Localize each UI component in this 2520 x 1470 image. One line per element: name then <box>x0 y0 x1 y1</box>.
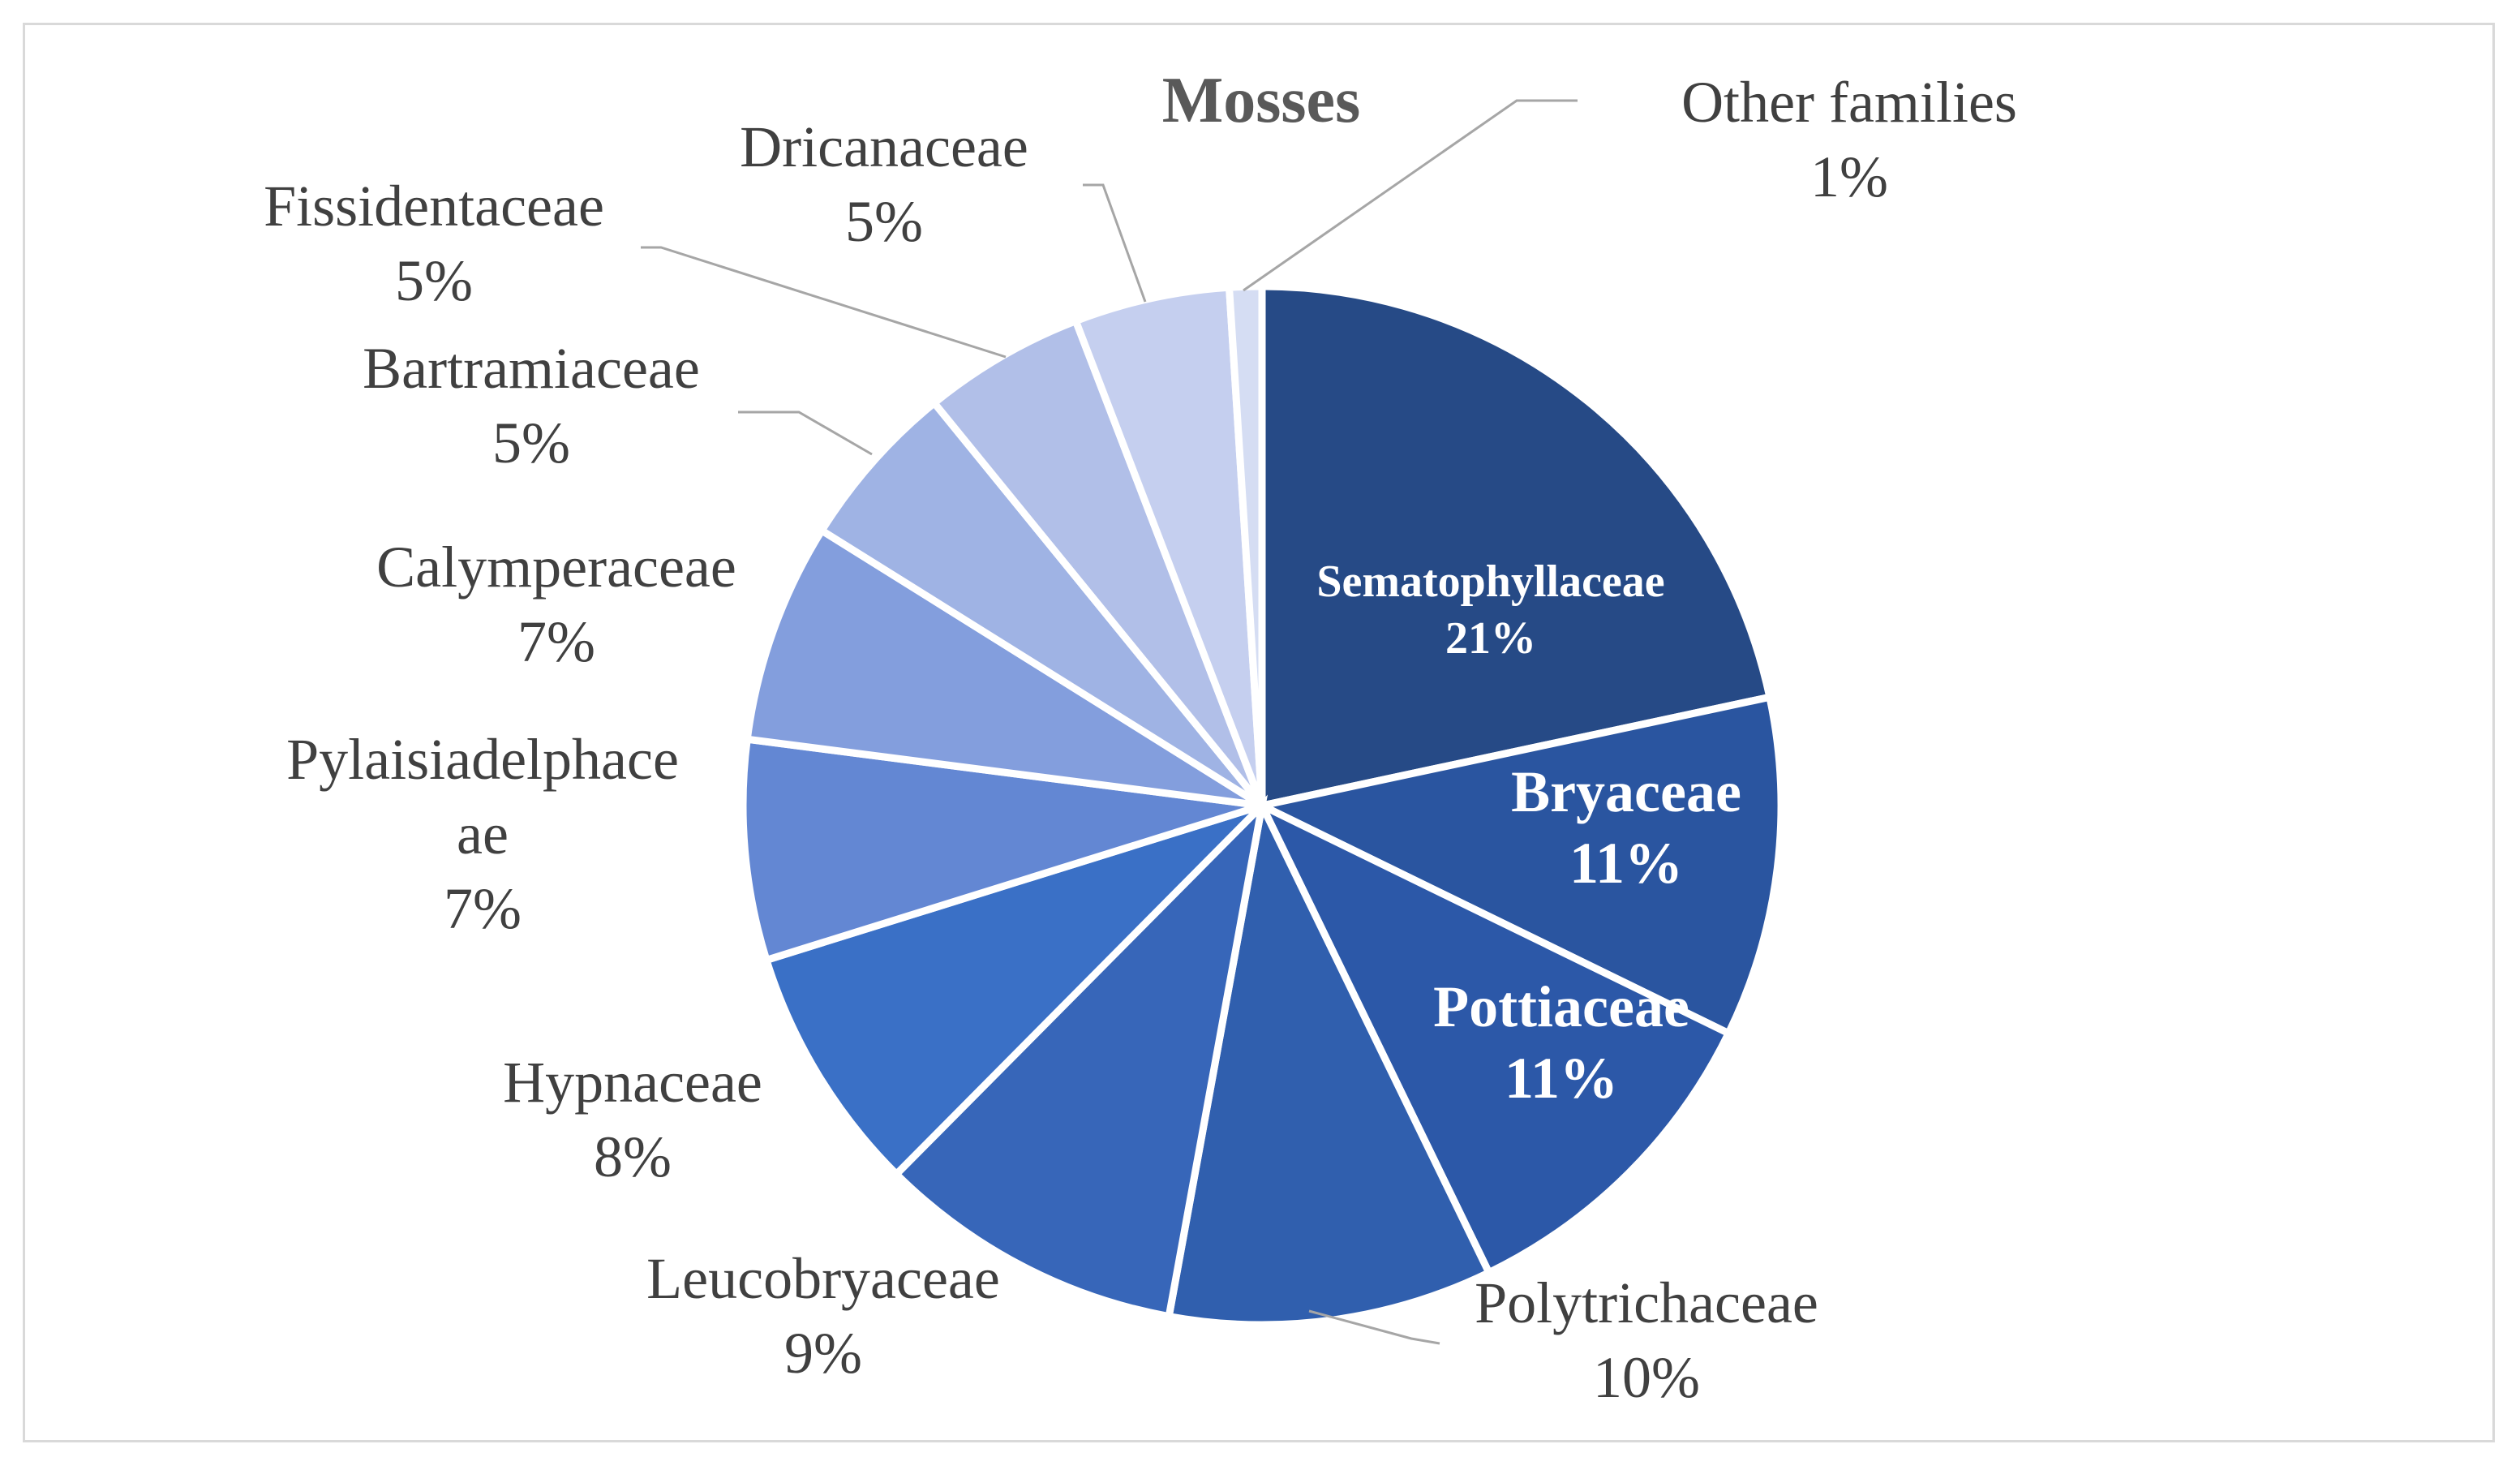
pie-slice-leucobryaceae <box>891 794 1269 1321</box>
data-label-fissidentaceae: Fissidentaceae 5% <box>264 174 604 313</box>
data-label-pylaisiadelphaceae: Pylaisiadelphace ae 7% <box>286 727 679 941</box>
pie-slice-sematophyllaceae <box>1258 282 1775 810</box>
data-label-other-families: Other families 1% <box>1681 70 2017 209</box>
data-label-hypnaceae: Hypnaceae 8% <box>503 1050 762 1189</box>
data-label-pottiaceae: Pottiaceae 11% <box>1433 974 1689 1111</box>
pie-slice-pottiaceae <box>1254 797 1734 1278</box>
pie-slice-pylaisiadelphaceae <box>739 735 1264 965</box>
pie-slice-polytrichaceae <box>1164 793 1494 1329</box>
leader-line-fissidentaceae <box>641 246 1007 359</box>
leader-line-polytrichaceae <box>1308 1309 1440 1345</box>
data-label-sematophyllaceae: Sematophyllaceae 21% <box>1316 557 1664 664</box>
pie-slice-hypnaceae <box>762 802 1265 1180</box>
pie-slice-bartramiaceae <box>817 398 1265 809</box>
pie-slice-calymperaceae <box>743 525 1264 810</box>
leader-line-bartramiaceae <box>738 410 873 456</box>
data-label-polytrichaceae: Polytrichaceae 10% <box>1475 1270 1818 1410</box>
data-label-calymperaceae: Calymperaceae 7% <box>376 535 736 674</box>
leader-lines <box>641 99 1578 1345</box>
slice-labels: Sematophyllaceae 21% Bryaceae 11% Pottiaceae… <box>264 70 2017 1410</box>
pie-slice-other-families <box>1225 282 1266 806</box>
leader-line-other-families <box>1243 99 1578 292</box>
pie-slice-dricanaceae <box>1071 283 1266 807</box>
data-label-bartramiaceae: Bartramiaceae 5% <box>363 336 700 475</box>
chart-title: Mosses <box>1162 65 1360 136</box>
pie-slices <box>739 282 1785 1329</box>
data-label-bryaceae: Bryaceae 11% <box>1511 759 1741 896</box>
leader-line-dricanaceae <box>1083 183 1147 303</box>
data-label-leucobryaceae: Leucobryaceae 9% <box>646 1246 1000 1386</box>
pie-slice-bryaceae <box>1251 692 1785 1038</box>
data-label-dricanaceae: Dricanaceae 5% <box>740 114 1028 254</box>
